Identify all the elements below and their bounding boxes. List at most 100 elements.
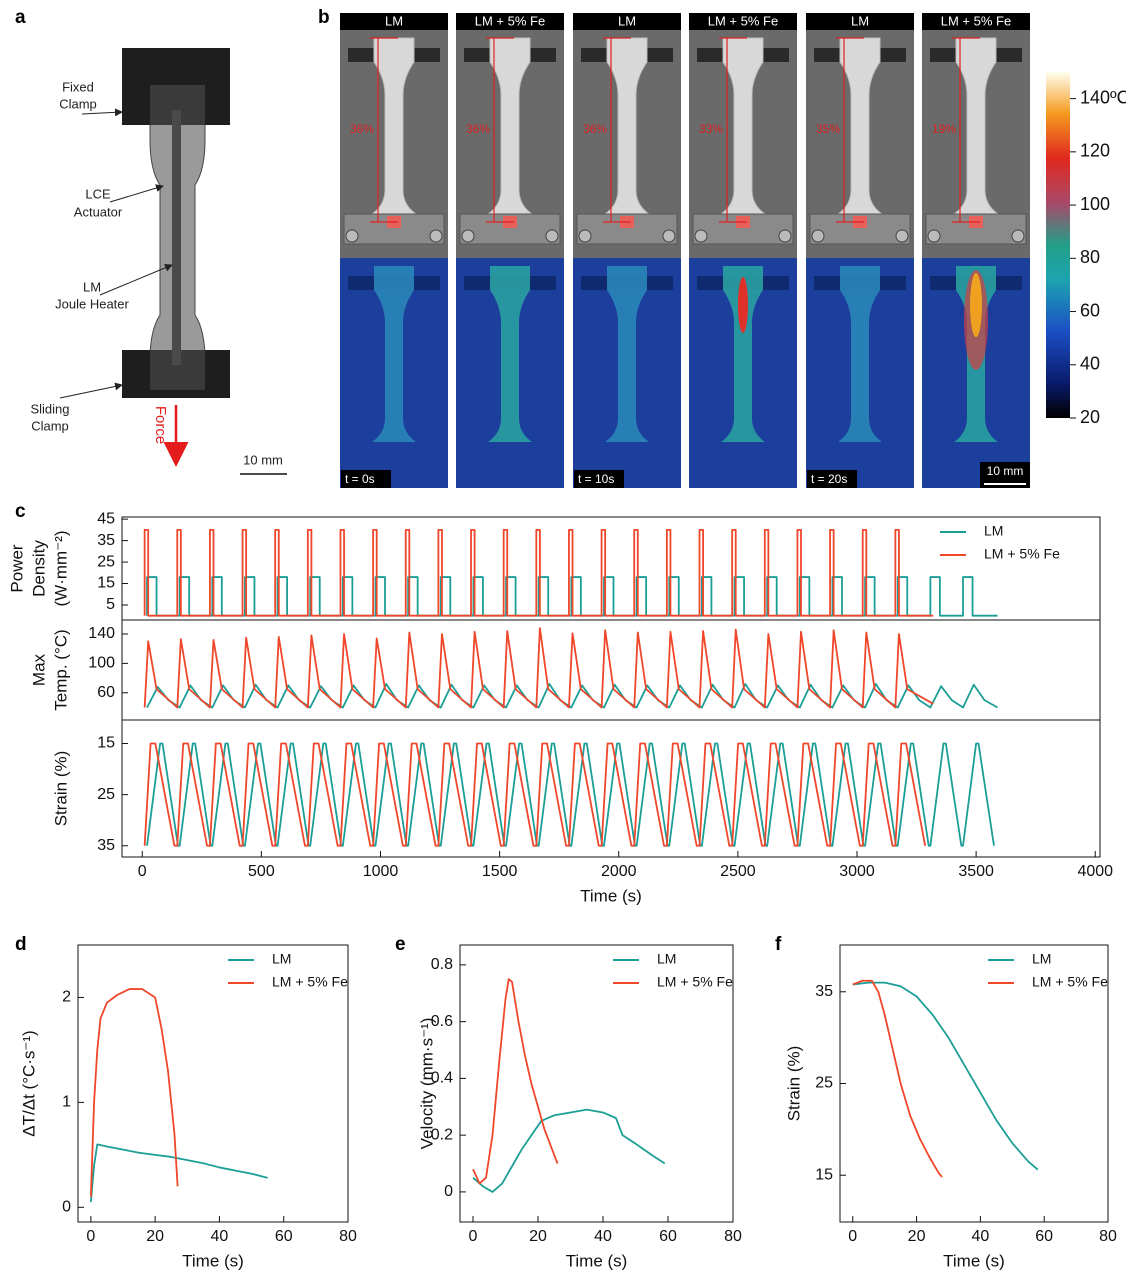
y-tick-label: 35 bbox=[815, 983, 833, 1000]
strain-label: 35% bbox=[816, 122, 840, 136]
panel-label: d bbox=[15, 934, 27, 955]
y-tick-label: 0.2 bbox=[431, 1126, 453, 1143]
callout-arrow bbox=[99, 264, 173, 296]
force-label: Force bbox=[152, 406, 169, 444]
y-tick-label: 25 bbox=[97, 786, 115, 803]
y-tick-label: 5 bbox=[106, 596, 115, 613]
legend-label: LM + 5% Fe bbox=[657, 974, 733, 990]
x-axis-label: Time (s) bbox=[580, 886, 642, 905]
callout: Actuator bbox=[74, 204, 123, 219]
legend-label: LM bbox=[272, 951, 291, 967]
y-axis-label: (W·mm⁻²) bbox=[51, 531, 70, 607]
panel-label: f bbox=[775, 934, 782, 955]
x-axis-label: Time (s) bbox=[566, 1251, 628, 1270]
series-line bbox=[472, 978, 559, 1185]
series-line bbox=[146, 576, 998, 617]
x-axis-label: Time (s) bbox=[182, 1251, 244, 1270]
time-box bbox=[807, 470, 857, 488]
x-tick-label: 40 bbox=[211, 1228, 229, 1245]
y-axis-label: Max bbox=[29, 653, 48, 686]
series-line bbox=[146, 742, 995, 847]
series-line bbox=[852, 979, 943, 1178]
y-axis-label: Velocity (mm·s⁻¹) bbox=[417, 1018, 436, 1150]
y-tick-label: 0.4 bbox=[431, 1070, 453, 1087]
y-tick-label: 15 bbox=[815, 1166, 833, 1183]
plot-frame bbox=[77, 944, 349, 1223]
thermal-specimen bbox=[721, 266, 765, 442]
x-tick-label: 60 bbox=[275, 1228, 293, 1245]
y-tick-label: 100 bbox=[88, 655, 115, 672]
photo-header: LM bbox=[851, 13, 869, 28]
screw bbox=[545, 229, 559, 243]
screw bbox=[778, 229, 792, 243]
y-tick-label: 35 bbox=[97, 837, 115, 854]
series-line bbox=[89, 1143, 268, 1203]
y-tick-label: 1 bbox=[62, 1094, 71, 1111]
screw bbox=[1011, 229, 1025, 243]
x-tick-label: 0 bbox=[848, 1228, 857, 1245]
callout: Fixed bbox=[62, 79, 94, 94]
screw bbox=[662, 229, 676, 243]
photo-header: LM bbox=[385, 13, 403, 28]
screw bbox=[811, 229, 825, 243]
x-tick-label: 0 bbox=[86, 1228, 95, 1245]
y-tick-label: 2 bbox=[62, 989, 71, 1006]
plot-frame bbox=[459, 944, 734, 1223]
diagram: Force 10 mm Fixed Clamp LCE Actuator LM … bbox=[30, 48, 287, 475]
screw bbox=[927, 229, 941, 243]
x-tick-label: 3500 bbox=[958, 863, 994, 880]
x-tick-label: 1500 bbox=[482, 863, 518, 880]
x-tick-label: 500 bbox=[248, 863, 275, 880]
legend-label: LM + 5% Fe bbox=[272, 974, 348, 990]
x-tick-label: 20 bbox=[908, 1228, 926, 1245]
thermal-specimen bbox=[605, 266, 649, 442]
callout-arrow bbox=[81, 108, 123, 117]
y-tick-label: 25 bbox=[97, 553, 115, 570]
y-tick-label: 60 bbox=[97, 684, 115, 701]
callout: Joule Heater bbox=[55, 296, 129, 311]
y-tick-label: 35 bbox=[97, 532, 115, 549]
colorbar-label: 100 bbox=[1080, 194, 1110, 214]
header-bar bbox=[456, 13, 564, 30]
scale-label: 10 mm bbox=[987, 464, 1024, 478]
time-box bbox=[574, 470, 624, 488]
hot-spot bbox=[970, 273, 982, 337]
legend-label: LM + 5% Fe bbox=[1032, 974, 1108, 990]
time-box bbox=[341, 470, 391, 488]
y-tick-label: 0.6 bbox=[431, 1013, 453, 1030]
series-line bbox=[472, 1108, 666, 1193]
x-tick-label: 80 bbox=[724, 1228, 742, 1245]
thermal-specimen bbox=[488, 266, 532, 442]
y-tick-label: 45 bbox=[97, 510, 115, 527]
y-axis-label: Strain (%) bbox=[51, 751, 70, 827]
time-label: t = 20s bbox=[811, 472, 847, 486]
header-bar bbox=[806, 13, 914, 30]
time-label: t = 0s bbox=[345, 472, 375, 486]
y-axis-label: ΔT/Δt (°C·s⁻¹) bbox=[19, 1030, 38, 1136]
y-tick-label: 0.8 bbox=[431, 956, 453, 973]
photo-header: LM bbox=[618, 13, 636, 28]
y-axis-label: Density bbox=[29, 540, 48, 597]
series-line bbox=[89, 988, 179, 1197]
x-tick-label: 1000 bbox=[363, 863, 399, 880]
y-tick-label: 0 bbox=[444, 1183, 453, 1200]
time-label: t = 10s bbox=[578, 472, 614, 486]
panel-label: e bbox=[395, 934, 406, 955]
y-tick-label: 0 bbox=[62, 1199, 71, 1216]
screw bbox=[345, 229, 359, 243]
strain-label: 36% bbox=[583, 122, 607, 136]
x-tick-label: 2500 bbox=[720, 863, 756, 880]
header-bar bbox=[689, 13, 797, 30]
photo-header: LM + 5% Fe bbox=[941, 13, 1011, 28]
callout: Clamp bbox=[59, 96, 97, 111]
x-tick-label: 0 bbox=[138, 863, 147, 880]
callout-arrow bbox=[59, 382, 123, 399]
legend-label: LM bbox=[984, 523, 1003, 539]
x-tick-label: 0 bbox=[469, 1228, 478, 1245]
series-line bbox=[143, 627, 934, 709]
thermal-specimen bbox=[838, 266, 882, 442]
x-tick-label: 80 bbox=[339, 1228, 357, 1245]
strain-label: 33% bbox=[699, 122, 723, 136]
y-tick-label: 15 bbox=[97, 575, 115, 592]
